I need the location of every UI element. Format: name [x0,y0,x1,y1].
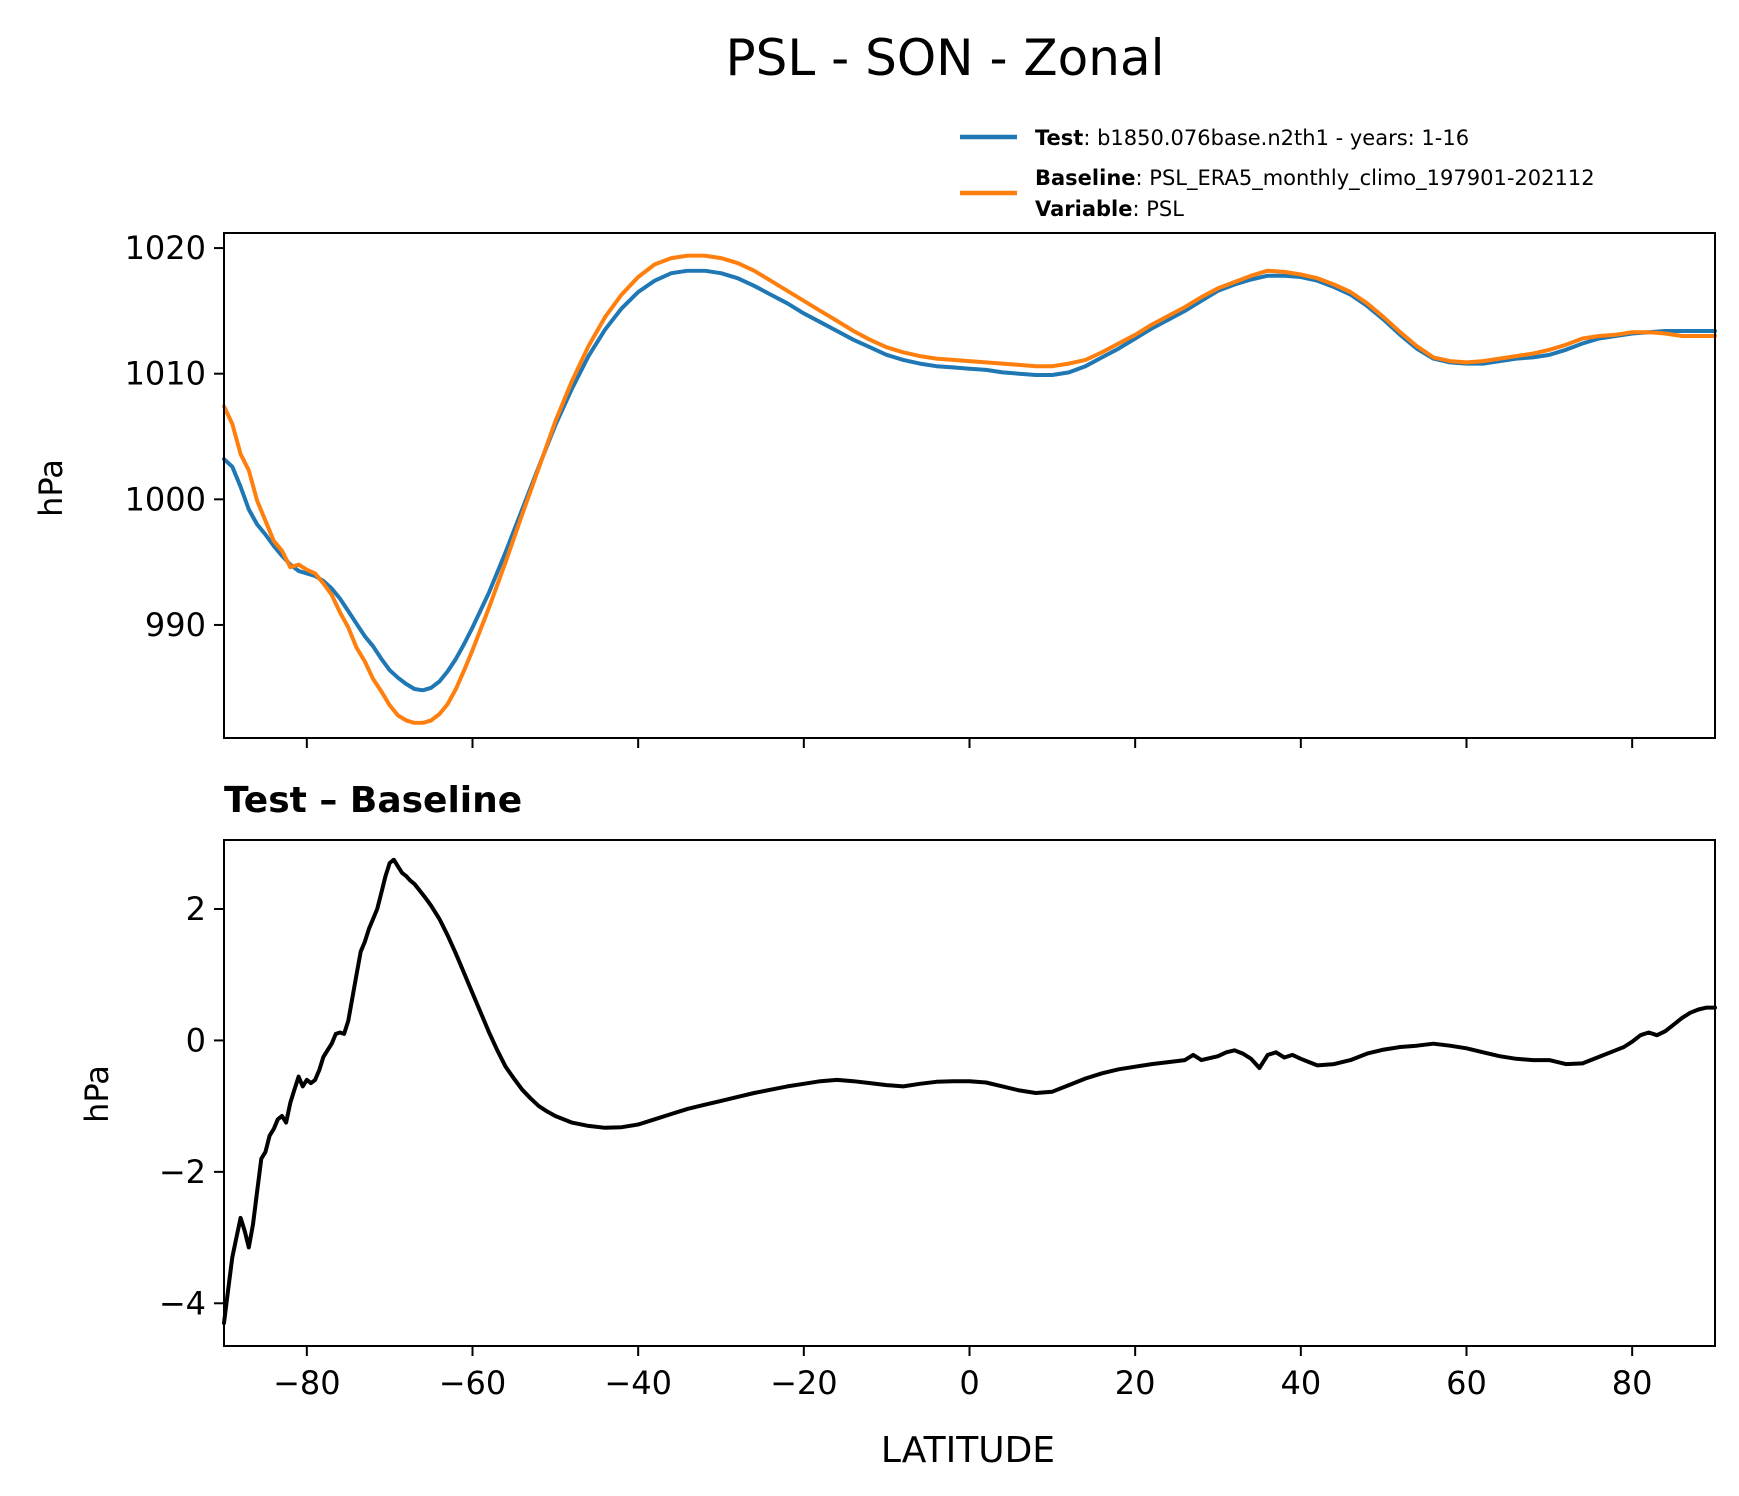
y-tick-label: 1010 [125,355,206,393]
top-panel-ylabel: hPa [32,459,70,517]
x-tick-label: 60 [1446,1364,1487,1402]
legend: Test: b1850.076base.n2th1 - years: 1-16 … [960,126,1595,221]
y-tick-label: 1020 [125,229,206,267]
legend-entry-baseline: Baseline: PSL_ERA5_monthly_climo_197901-… [1035,166,1595,191]
legend-key-variable: Variable [1035,197,1132,221]
bottom-panel-title: Test – Baseline [224,780,522,821]
legend-key-test: Test [1035,126,1083,150]
legend-text-baseline: PSL_ERA5_monthly_climo_197901-202112 [1149,166,1594,191]
bottom-panel-xlabel: LATITUDE [881,1430,1055,1471]
x-tick-label: −20 [770,1364,838,1402]
x-tick-label: 20 [1115,1364,1156,1402]
y-tick-label: 0 [186,1021,206,1059]
x-tick-label: 80 [1612,1364,1653,1402]
figure-title: PSL - SON - Zonal [726,29,1165,87]
x-tick-label: −40 [604,1364,672,1402]
legend-text-variable: PSL [1146,197,1184,221]
bottom-panel-ylabel: hPa [78,1065,116,1123]
series-line-difference [224,860,1715,1323]
y-tick-label: −4 [159,1284,206,1322]
y-tick-label: −2 [159,1153,206,1191]
x-tick-label: 0 [959,1364,979,1402]
legend-text-test: b1850.076base.n2th1 - years: 1-16 [1097,126,1469,150]
y-tick-label: 2 [186,890,206,928]
y-tick-label: 990 [145,606,206,644]
series-line-baseline [224,256,1715,723]
x-tick-label: −60 [439,1364,507,1402]
x-tick-label: 40 [1280,1364,1321,1402]
legend-sep-variable: : [1132,197,1146,221]
legend-entry-test: Test: b1850.076base.n2th1 - years: 1-16 [1035,126,1469,150]
legend-sep-test: : [1083,126,1097,150]
legend-sep-baseline: : [1136,166,1150,190]
legend-entry-variable: Variable: PSL [1035,197,1184,221]
top-panel: hPa 990 1000 1010 1020 [32,229,1715,748]
x-tick-label: −80 [273,1364,341,1402]
legend-key-baseline: Baseline [1035,166,1136,190]
y-tick-label: 1000 [125,480,206,518]
bottom-panel: Test – Baseline hPa LATITUDE −80 −60 −40 −2… [78,780,1715,1471]
